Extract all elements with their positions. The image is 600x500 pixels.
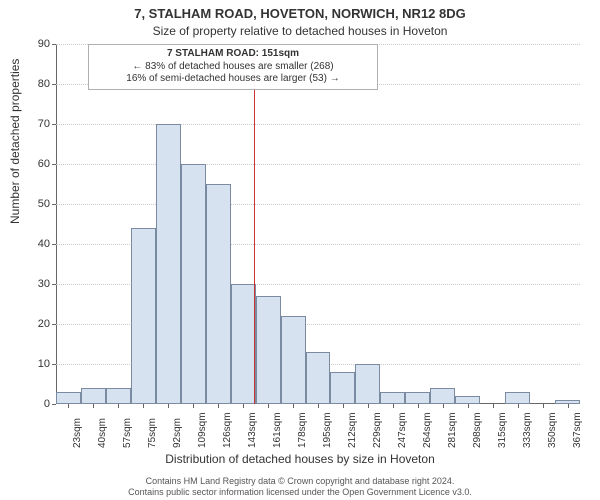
footer: Contains HM Land Registry data © Crown c… [0, 476, 600, 498]
xtick-mark [68, 404, 69, 408]
xtick-label: 92sqm [172, 418, 183, 448]
chart-subtitle: Size of property relative to detached ho… [0, 24, 600, 38]
ytick-mark [52, 244, 56, 245]
info-line-2: ← 83% of detached houses are smaller (26… [93, 61, 373, 74]
xtick-mark [568, 404, 569, 408]
xtick-label: 143sqm [247, 412, 258, 448]
bar [505, 392, 530, 404]
gridline [56, 124, 580, 125]
bar [306, 352, 331, 404]
plot-inner: 010203040506070809023sqm40sqm57sqm75sqm9… [56, 44, 580, 404]
bar [256, 296, 281, 404]
xtick-mark [493, 404, 494, 408]
ytick-label: 80 [10, 78, 50, 90]
xtick-label: 264sqm [422, 412, 433, 448]
chart-container: 7, STALHAM ROAD, HOVETON, NORWICH, NR12 … [0, 0, 600, 500]
xtick-label: 126sqm [222, 412, 233, 448]
y-axis [56, 44, 57, 404]
bar [56, 392, 81, 404]
xtick-mark [143, 404, 144, 408]
ytick-mark [52, 44, 56, 45]
footer-line-1: Contains HM Land Registry data © Crown c… [0, 476, 600, 487]
xtick-label: 109sqm [197, 412, 208, 448]
ytick-mark [52, 324, 56, 325]
xtick-label: 161sqm [272, 412, 283, 448]
xtick-label: 178sqm [297, 412, 308, 448]
xtick-mark [168, 404, 169, 408]
footer-line-2: Contains public sector information licen… [0, 487, 600, 498]
ytick-mark [52, 84, 56, 85]
xtick-mark [243, 404, 244, 408]
info-line-1: 7 STALHAM ROAD: 151sqm [93, 48, 373, 61]
chart-title: 7, STALHAM ROAD, HOVETON, NORWICH, NR12 … [0, 6, 600, 21]
xtick-mark [118, 404, 119, 408]
ytick-label: 10 [10, 358, 50, 370]
ytick-label: 90 [10, 38, 50, 50]
xtick-mark [418, 404, 419, 408]
xtick-label: 23sqm [72, 418, 83, 448]
xtick-label: 333sqm [522, 412, 533, 448]
reference-line [254, 44, 255, 404]
xtick-mark [468, 404, 469, 408]
bar [181, 164, 206, 404]
gridline [56, 164, 580, 165]
bar [156, 124, 181, 404]
bar [380, 392, 405, 404]
bar [81, 388, 106, 404]
plot-area: 010203040506070809023sqm40sqm57sqm75sqm9… [56, 44, 580, 404]
bar [455, 396, 480, 404]
xtick-mark [93, 404, 94, 408]
xtick-mark [518, 404, 519, 408]
xtick-label: 75sqm [147, 418, 158, 448]
xtick-label: 212sqm [347, 412, 358, 448]
xtick-mark [343, 404, 344, 408]
ytick-label: 50 [10, 198, 50, 210]
xtick-label: 40sqm [97, 418, 108, 448]
bar [131, 228, 156, 404]
xtick-label: 57sqm [122, 418, 133, 448]
xtick-mark [443, 404, 444, 408]
ytick-label: 60 [10, 158, 50, 170]
xtick-mark [193, 404, 194, 408]
xtick-label: 195sqm [322, 412, 333, 448]
xtick-mark [393, 404, 394, 408]
info-box: 7 STALHAM ROAD: 151sqm ← 83% of detached… [88, 44, 378, 90]
ytick-label: 30 [10, 278, 50, 290]
xtick-mark [543, 404, 544, 408]
xtick-label: 229sqm [372, 412, 383, 448]
xtick-label: 298sqm [472, 412, 483, 448]
xtick-mark [368, 404, 369, 408]
bar [330, 372, 355, 404]
xtick-mark [293, 404, 294, 408]
ytick-label: 20 [10, 318, 50, 330]
xtick-label: 315sqm [497, 412, 508, 448]
ytick-label: 0 [10, 398, 50, 410]
xtick-mark [318, 404, 319, 408]
info-line-3: 16% of semi-detached houses are larger (… [93, 73, 373, 86]
x-axis-title: Distribution of detached houses by size … [0, 452, 600, 466]
xtick-label: 350sqm [547, 412, 558, 448]
gridline [56, 204, 580, 205]
bar [281, 316, 306, 404]
xtick-label: 367sqm [572, 412, 583, 448]
bar [430, 388, 455, 404]
bar [355, 364, 380, 404]
xtick-mark [218, 404, 219, 408]
bar [206, 184, 231, 404]
ytick-mark [52, 204, 56, 205]
ytick-label: 40 [10, 238, 50, 250]
bar [106, 388, 131, 404]
bar [231, 284, 256, 404]
xtick-label: 281sqm [447, 412, 458, 448]
xtick-label: 247sqm [397, 412, 408, 448]
ytick-mark [52, 404, 56, 405]
xtick-mark [268, 404, 269, 408]
ytick-mark [52, 124, 56, 125]
ytick-label: 70 [10, 118, 50, 130]
ytick-mark [52, 364, 56, 365]
ytick-mark [52, 284, 56, 285]
bar [405, 392, 430, 404]
ytick-mark [52, 164, 56, 165]
